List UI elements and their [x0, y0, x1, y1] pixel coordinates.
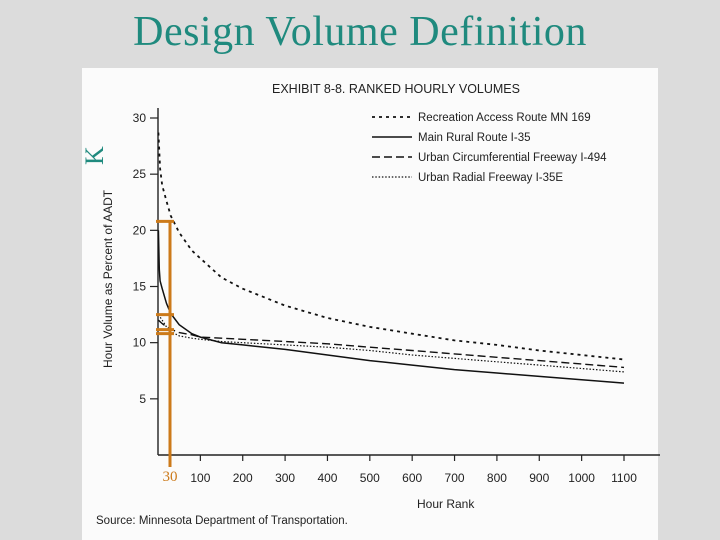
- x-tick-label: 400: [317, 471, 337, 485]
- chart-series-layer: [157, 132, 625, 384]
- x-tick-label: 800: [487, 471, 507, 485]
- x-tick-label: 900: [529, 471, 549, 485]
- y-tick-label: 25: [133, 167, 147, 181]
- y-tick-label: 30: [133, 111, 147, 125]
- series-line-1: [157, 132, 625, 361]
- y-tick-label: 10: [133, 336, 147, 350]
- legend-entry-4: Urban Radial Freeway I-35E: [418, 172, 563, 184]
- legend-entry-3: Urban Circumferential Freeway I-494: [418, 152, 607, 164]
- chart-axes: [157, 108, 660, 456]
- slide-title: Design Volume Definition: [133, 9, 587, 55]
- legend-entry-1: Recreation Access Route MN 169: [418, 112, 591, 124]
- y-axis-label: Hour Volume as Percent of AADT: [101, 189, 115, 368]
- x-tick-label: 100: [190, 471, 210, 485]
- k-factor-label: K: [80, 146, 109, 165]
- chart-annotations: 30: [156, 219, 178, 485]
- x-tick-label: 200: [233, 471, 253, 485]
- source-note: Source: Minnesota Department of Transpor…: [96, 515, 348, 527]
- x-axis-label: Hour Rank: [417, 497, 475, 511]
- x-tick-label: 500: [360, 471, 380, 485]
- x-tick-label: 600: [402, 471, 422, 485]
- x-tick-label: 700: [445, 471, 465, 485]
- y-tick-label: 15: [133, 280, 147, 294]
- chart-title: EXHIBIT 8-8. RANKED HOURLY VOLUMES: [272, 82, 520, 96]
- x-tick-label: 1000: [568, 471, 595, 485]
- legend-entry-2: Main Rural Route I-35: [418, 132, 531, 144]
- x-tick-label: 300: [275, 471, 295, 485]
- y-tick-label: 20: [133, 223, 147, 237]
- series-line-2: [157, 230, 625, 384]
- chart-scan-background: [82, 68, 658, 540]
- y-tick-label: 5: [139, 392, 146, 406]
- chart-ticks: 5 10 15 20 25 30 100 200 300 400 500 600 700 800 900 10…: [133, 111, 638, 485]
- marker-x-label: 30: [163, 469, 178, 485]
- chart-legend: Recreation Access Route MN 169 Main Rural…: [372, 112, 607, 184]
- x-tick-label: 1100: [611, 471, 637, 485]
